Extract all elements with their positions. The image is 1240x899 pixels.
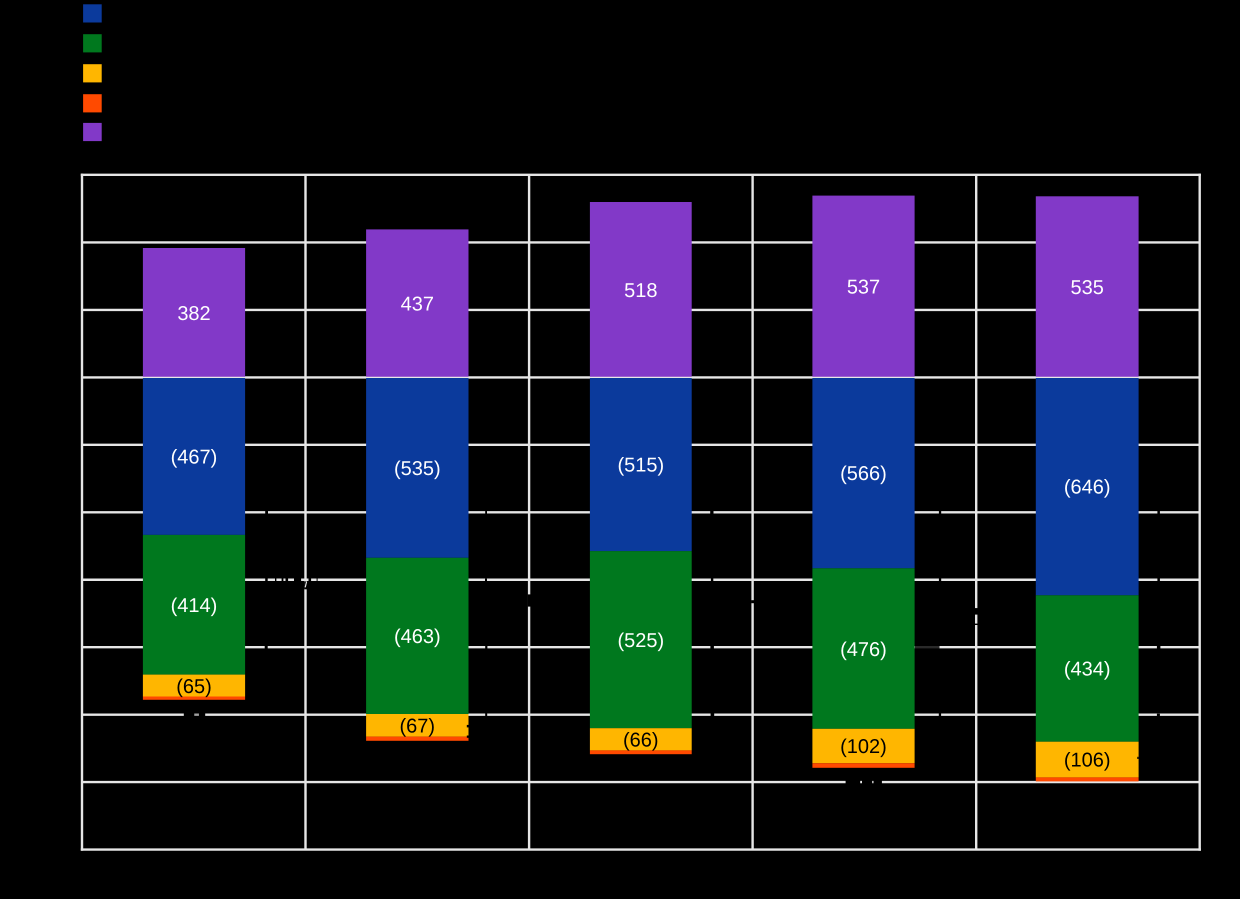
svg-text:(102): (102): [840, 736, 887, 758]
svg-text:(535): (535): [394, 458, 441, 480]
svg-text:(476): (476): [840, 639, 887, 661]
svg-text:(566): (566): [840, 463, 887, 485]
svg-text:535: 535: [1071, 277, 1104, 299]
svg-text:537: 537: [847, 277, 880, 299]
svg-text:(515): (515): [617, 455, 664, 477]
svg-text:518: 518: [624, 280, 657, 302]
svg-text:(414): (414): [171, 595, 218, 617]
svg-text:(434): (434): [1064, 659, 1111, 681]
svg-text:(65): (65): [176, 676, 212, 698]
svg-text:(525): (525): [617, 630, 664, 652]
svg-text:437: 437: [401, 294, 434, 316]
svg-text:(67): (67): [400, 716, 436, 738]
svg-text:382: 382: [177, 303, 210, 325]
svg-text:(66): (66): [623, 730, 659, 752]
svg-text:(646): (646): [1064, 477, 1111, 499]
svg-text:(463): (463): [394, 626, 441, 648]
svg-text:(467): (467): [171, 446, 218, 468]
svg-text:(106): (106): [1064, 750, 1111, 772]
